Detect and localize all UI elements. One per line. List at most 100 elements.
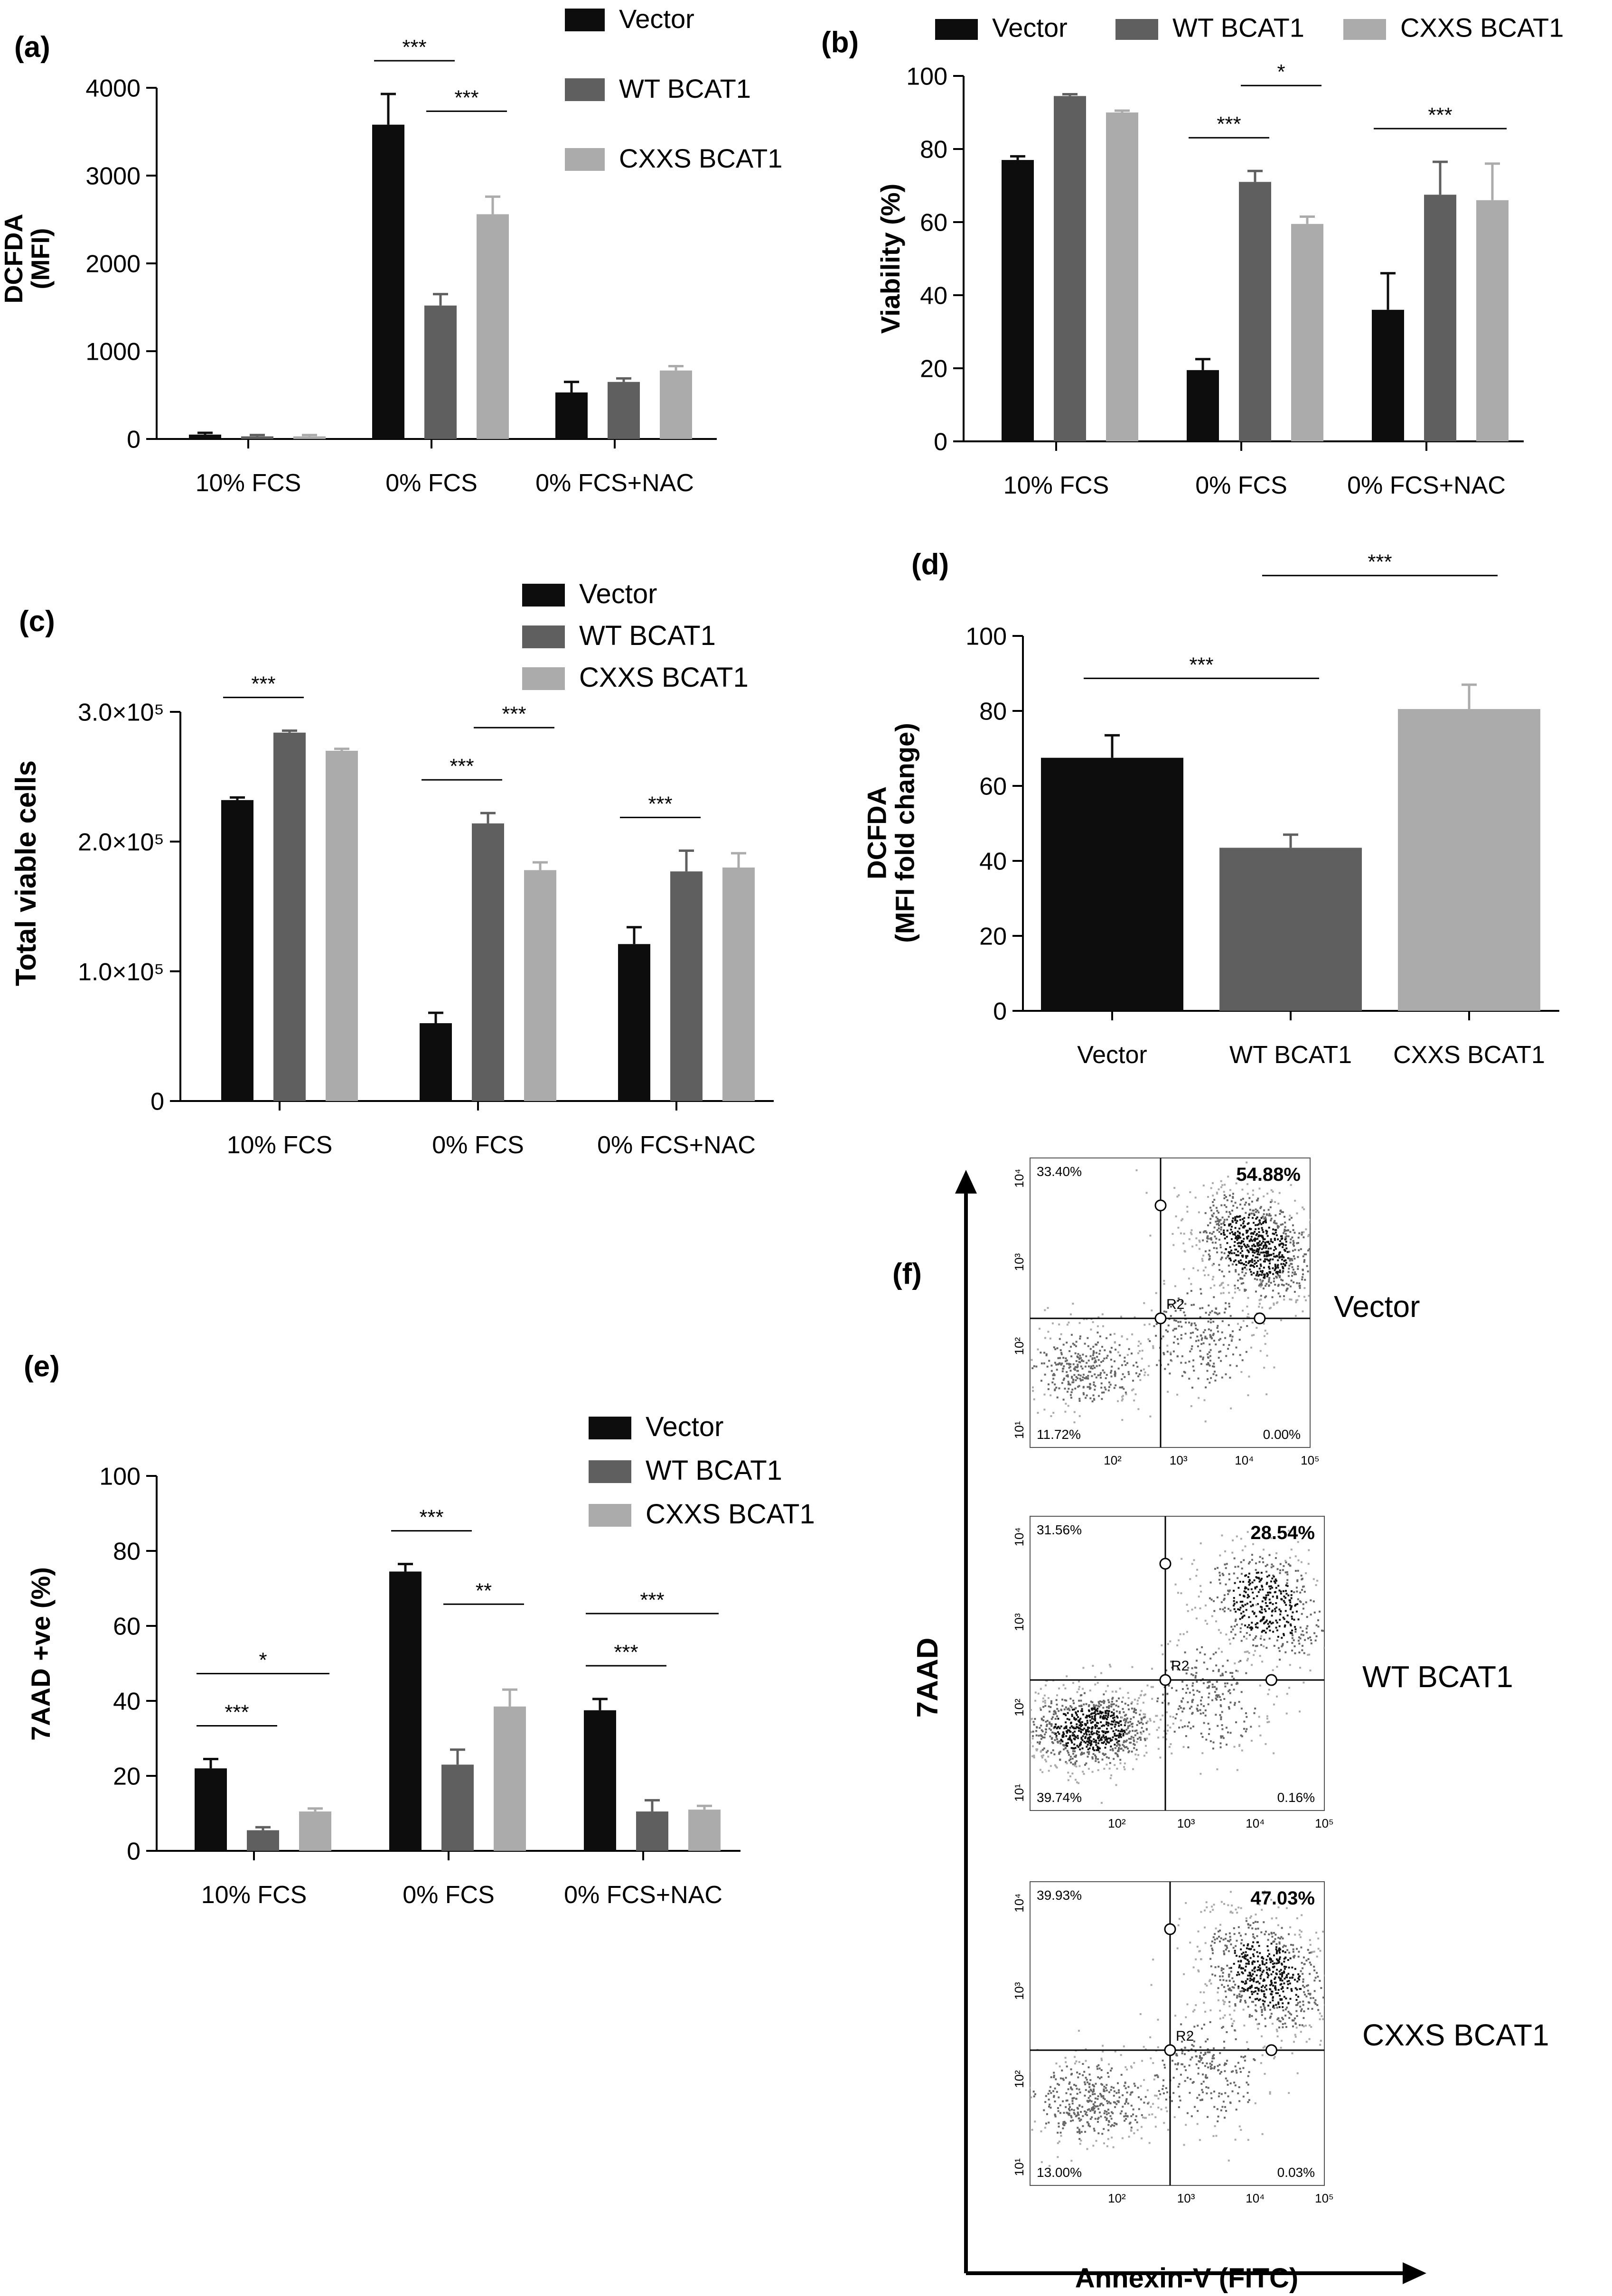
bar-wt-bcat1	[241, 436, 273, 439]
gate-handle	[1265, 2044, 1277, 2056]
legend-label: Vector	[619, 4, 694, 34]
bar-cxxs-bcat1	[299, 1811, 331, 1851]
gate-label: R2	[1166, 1297, 1184, 1312]
y-tick-label: 10¹	[1012, 2158, 1026, 2176]
quadrant-ul: 33.40%	[1037, 1164, 1082, 1179]
y-axis-label: Viability (%)	[875, 184, 905, 334]
y-tick-label: 10³	[1012, 1982, 1026, 2000]
y-tick-label: 20	[920, 355, 947, 383]
gate-handle	[1265, 1674, 1277, 1686]
legend-label: WT BCAT1	[619, 74, 751, 103]
legend-swatch	[589, 1417, 631, 1439]
y-arrow-head	[955, 1170, 977, 1194]
y-tick-label: 3000	[85, 163, 141, 190]
quadrant-lr: 0.03%	[1277, 2165, 1315, 2180]
legend: Vector WT BCAT1 CXXS BCAT1	[522, 579, 749, 693]
x-tick-label: 10²	[1108, 1816, 1126, 1830]
flow-plot-wt-bcat1: R2 31.56% 28.54% 39.74% 0.16% 10¹ 10² 10² 10³ 10³…	[1012, 1516, 1513, 1830]
gate-handle	[1164, 2044, 1176, 2056]
legend: Vector WT BCAT1 CXXS BCAT1	[935, 12, 1564, 42]
significance-label: ***	[640, 1588, 664, 1612]
x-tick-label: CXXS BCAT1	[1393, 1041, 1545, 1069]
y-tick-label: 10¹	[1012, 1421, 1026, 1439]
legend-swatch	[935, 19, 978, 40]
gate-label: R2	[1171, 1658, 1189, 1674]
quadrant-ul: 31.56%	[1037, 1522, 1082, 1537]
legend-swatch	[522, 667, 565, 690]
y-tick-label: 10¹	[1012, 1784, 1026, 1802]
y-tick-label: 60	[979, 773, 1007, 801]
quadrant-lr: 0.16%	[1277, 1790, 1315, 1805]
quadrant-ll: 39.74%	[1037, 1790, 1082, 1805]
bar-cxxs-bcat1	[293, 436, 326, 439]
y-tick-label: 2000	[85, 251, 141, 278]
bar-wt-bcat1	[247, 1830, 279, 1851]
bar-wt-bcat1	[273, 732, 306, 1101]
flow-y-label: 7AAD	[911, 1638, 944, 1718]
x-tick-label: 10³	[1170, 1453, 1188, 1467]
y-tick-label: 10²	[1012, 1337, 1026, 1355]
bar-wt-bcat1	[424, 305, 457, 439]
gate-handle	[1159, 1674, 1172, 1686]
bar-wt-bcat1	[472, 823, 504, 1101]
bar-wt-bcat1	[608, 382, 640, 439]
bar-vector	[1002, 160, 1034, 442]
gate-handle	[1159, 1558, 1172, 1570]
panel-c-chart: (c) 0 1.0×10⁵ 2.0×10⁵ 3.0×10⁵ Total viable ce…	[10, 579, 774, 1159]
quadrant-ur: 47.03%	[1250, 1888, 1315, 1909]
x-tick-label: 10% FCS	[1003, 472, 1109, 499]
bar-vector	[555, 392, 588, 439]
flow-plot-frame	[1030, 1881, 1325, 2186]
y-tick-label: 60	[920, 209, 947, 237]
gate-label: R2	[1176, 2028, 1194, 2044]
bar-cxxs-bcat1	[326, 751, 358, 1101]
y-axis-label: 7AAD +ve (%)	[26, 1567, 56, 1741]
gate-handle	[1154, 1199, 1167, 1212]
y-tick-label: 3.0×10⁵	[78, 699, 164, 727]
y-axis-label-line: (MFI)	[27, 228, 55, 289]
legend-swatch	[565, 78, 605, 101]
significance-label: ***	[419, 1506, 443, 1529]
bar-vector	[420, 1023, 452, 1101]
panel-d-chart: (d) 0 20 40 60 80 100 DCFDA(MFI fold change) Vec…	[862, 548, 1559, 1069]
legend-swatch	[522, 625, 565, 648]
legend-label: CXXS BCAT1	[619, 143, 782, 173]
x-tick-label: 10% FCS	[196, 469, 301, 497]
bar-wt-bcat1	[1219, 848, 1362, 1011]
y-tick-label: 10²	[1012, 2070, 1026, 2088]
significance-label: *	[259, 1648, 267, 1671]
significance-label: ***	[1189, 653, 1213, 676]
flow-plot-cxxs-bcat1: R2 39.93% 47.03% 13.00% 0.03% 10¹ 10² 10² 10³ 10³…	[1012, 1881, 1549, 2205]
x-tick-label: 0% FCS	[385, 469, 478, 497]
x-tick-label: 10% FCS	[201, 1881, 307, 1909]
y-tick-label: 10²	[1012, 1699, 1026, 1717]
y-tick-label: 10³	[1012, 1253, 1026, 1271]
bar-wt-bcat1	[636, 1811, 668, 1851]
significance-label: **	[476, 1579, 492, 1602]
y-tick-label: 100	[99, 1463, 141, 1491]
panel-b-chart: (b) 0 20 40 60 80 100 Viability (%) 10% FCS 0% FC…	[821, 12, 1564, 499]
quadrant-ll: 11.72%	[1037, 1427, 1081, 1442]
y-axis-label-line: 7AAD +ve (%)	[26, 1567, 56, 1741]
legend: Vector WT BCAT1 CXXS BCAT1	[565, 4, 782, 173]
event-dots	[1030, 1530, 1324, 1804]
y-axis-label-line: (MFI fold change)	[890, 723, 919, 943]
y-tick-label: 100	[965, 623, 1007, 651]
y-tick-label: 20	[113, 1763, 141, 1791]
y-tick-label: 1.0×10⁵	[78, 958, 164, 986]
x-tick-label: Vector	[1077, 1041, 1147, 1069]
bar-cxxs-bcat1	[1106, 112, 1138, 441]
y-tick-label: 0	[934, 429, 947, 456]
x-arrow-head	[1403, 2262, 1426, 2284]
gate-handle	[1254, 1312, 1266, 1325]
panel-f-flow: (f) 7AAD Annexin-V (FITC) R2 33.40% 54.88% 11.…	[892, 1157, 1549, 2294]
quadrant-ur: 54.88%	[1236, 1164, 1301, 1185]
x-tick-label: 10²	[1104, 1453, 1122, 1467]
gate-handle	[1164, 1923, 1176, 1935]
legend: Vector WT BCAT1 CXXS BCAT1	[589, 1411, 815, 1530]
bar-vector	[1187, 370, 1219, 441]
y-tick-label: 10⁴	[1012, 1169, 1026, 1188]
x-tick-label: 10⁴	[1235, 1453, 1254, 1467]
legend-swatch	[589, 1460, 631, 1483]
